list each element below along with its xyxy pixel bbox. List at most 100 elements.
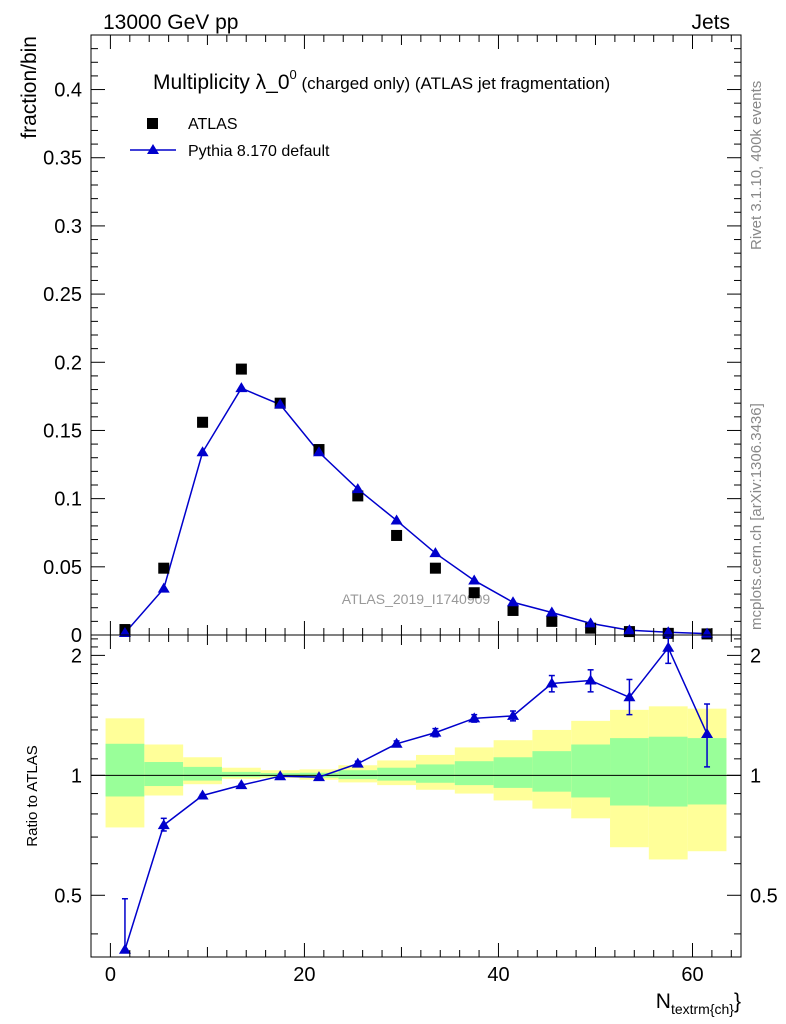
ratio-xlabel-main: N [656,990,671,1013]
ratio-line [124,646,708,950]
ratio-point [390,737,403,748]
ratio-band-green [377,767,416,781]
ratio-axes: 0.5 0.51 12 20 20 40 60 [54,635,778,986]
main-watermark: ATLAS_2019_I1740909 [342,591,491,607]
legend-pythia-label: Pythia 8.170 default [188,143,330,160]
atlas-point [391,529,403,541]
ratio-band-green [105,743,145,797]
ratio-band-green [183,766,222,781]
main-ytick-label: 0.2 [54,352,82,374]
chart-title-sup: 0 [290,67,297,82]
ratio-band-green [338,770,378,780]
ratio-xlabel-tail: } [734,990,741,1013]
legend: ATLAS Pythia 8.170 default [130,116,330,160]
main-ytick-label: 0 [71,625,82,647]
header-left: 13000 GeV pp [103,11,238,34]
pythia-point [545,606,558,617]
side-label-bottom: mcplots.cern.ch [arXiv:1306.3436] [748,403,765,630]
pythia-line [124,387,708,635]
ratio-band-green [144,762,184,787]
atlas-point [158,562,170,574]
pythia-point [274,398,287,409]
main-ytick-label: 0.25 [43,284,82,306]
ratio-ytick-label-right: 0.5 [750,885,778,907]
ratio-ytick-label: 2 [71,645,82,667]
pythia-point [662,626,675,637]
ratio-band-green [610,738,649,806]
ratio-band-green [416,764,455,783]
ratio-xlabel-sub: textrm{ch} [671,1001,734,1017]
atlas-point [197,416,209,428]
ratio-band-green [221,771,261,778]
ratio-band-green [532,751,572,792]
pythia-point [351,483,364,494]
ratio-plot-area [118,636,714,954]
ratio-point [196,789,209,800]
ratio-point [507,709,520,720]
ratio-point [312,771,325,782]
ratio-band-green [571,744,611,798]
pythia-point [468,574,481,585]
ratio-xtick-label: 0 [105,964,116,986]
ratio-panel: 0.5 0.51 12 20 20 40 60 Ratio to ATLAS Ntextrm… [24,634,778,1017]
chart-title-sub: (charged only) (ATLAS jet fragmentation) [297,74,610,93]
pythia-point [118,626,131,637]
ratio-band-green [648,736,688,807]
atlas-point [235,363,247,375]
legend-atlas-label: ATLAS [188,116,238,133]
ratio-ylabel: Ratio to ATLAS [24,745,41,846]
main-panel: ATLAS_2019_I1740909 0 0.05 0.1 0.15 0.2 0.25 0… [18,34,742,647]
ratio-xlabel: Ntextrm{ch}} [656,990,741,1017]
atlas-point [507,604,519,616]
ratio-xtick-label: 60 [681,964,703,986]
pythia-point [623,624,636,635]
ratio-point [118,943,131,954]
pythia-point [196,446,209,457]
pythia-point [312,446,325,457]
main-ylabel: fraction/bin [18,36,41,139]
atlas-point [429,562,441,574]
main-ytick-label: 0.4 [54,80,82,102]
pythia-point [507,596,520,607]
header-right: Jets [691,11,730,34]
legend-pythia-marker [147,144,159,154]
pythia-point [235,382,248,393]
ratio-point [584,674,597,685]
ratio-bands [105,706,727,860]
ratio-band-green [493,757,533,788]
atlas-point [352,490,364,502]
atlas-point [468,587,480,599]
ratio-point [235,779,248,790]
ratio-ytick-label-right: 1 [750,765,761,787]
side-label-top: Rivet 3.1.10, 400k events [748,81,765,250]
ratio-band-green [454,761,494,786]
ratio-point [545,677,558,688]
ratio-frame [90,634,742,958]
ratio-ytick-label: 0.5 [54,885,82,907]
ratio-point [351,757,364,768]
atlas-point [546,615,558,627]
ratio-xtick-label: 40 [487,964,509,986]
atlas-point [585,622,597,634]
ratio-xtick-label: 20 [293,964,315,986]
legend-atlas-marker [147,118,158,129]
ratio-point [274,770,287,781]
ratio-ytick-label-right: 2 [750,645,761,667]
pythia-point [429,547,442,558]
main-ytick-label: 0.05 [43,557,82,579]
ratio-point [701,727,714,738]
ratio-point [157,819,170,830]
ratio-point [623,691,636,702]
ratio-point [468,712,481,723]
pythia-point [157,582,170,593]
ratio-ytick-label: 1 [71,765,82,787]
chart-title: Multiplicity λ_00 (charged only) (ATLAS … [153,67,610,94]
main-ytick-label: 0.15 [43,420,82,442]
pythia-point [390,514,403,525]
chart-title-main: Multiplicity λ_0 [153,71,290,94]
ratio-point [429,726,442,737]
pythia-point [584,617,597,628]
main-ytick-label: 0.35 [43,148,82,170]
main-ytick-label: 0.1 [54,489,82,511]
